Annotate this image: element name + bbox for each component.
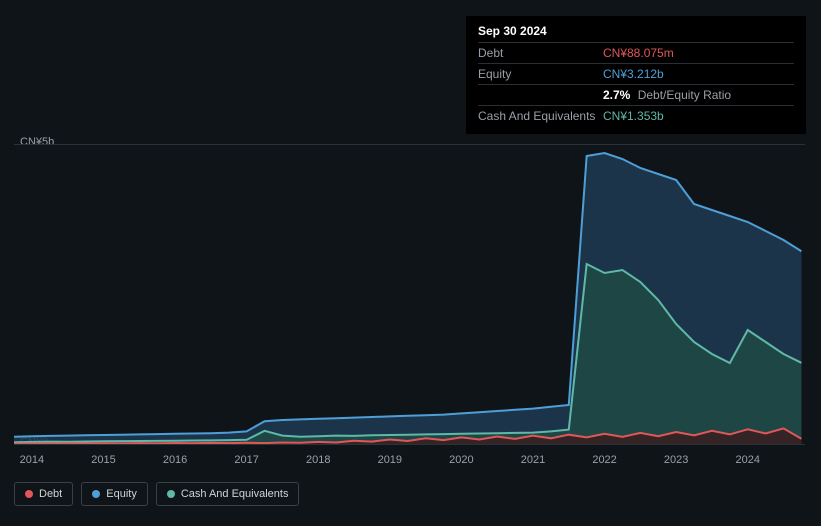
tooltip-row-equity: Equity CN¥3.212b (478, 63, 794, 84)
x-tick-label: 2016 (163, 454, 187, 466)
legend-label: Cash And Equivalents (181, 488, 289, 500)
tooltip-ratio-pct: 2.7% (603, 88, 630, 102)
tooltip-equity-value: CN¥3.212b (603, 67, 664, 81)
legend-label: Equity (106, 488, 137, 500)
legend-dot-icon (92, 490, 100, 498)
tooltip-ratio-spacer (478, 88, 603, 102)
x-tick-label: 2021 (521, 454, 545, 466)
legend-item-equity[interactable]: Equity (81, 482, 148, 506)
tooltip-ratio-label: Debt/Equity Ratio (638, 88, 731, 102)
x-tick-label: 2023 (664, 454, 688, 466)
x-tick-label: 2022 (592, 454, 616, 466)
x-tick-label: 2017 (234, 454, 258, 466)
chart-container: CN¥0CN¥5b 201420152016201720182019202020… (14, 120, 805, 470)
x-tick-label: 2020 (449, 454, 473, 466)
tooltip-ratio-value: 2.7% Debt/Equity Ratio (603, 88, 731, 102)
gridline (14, 444, 805, 445)
legend-dot-icon (167, 490, 175, 498)
gridline (14, 144, 805, 145)
tooltip-date: Sep 30 2024 (478, 24, 794, 38)
legend-dot-icon (25, 490, 33, 498)
tooltip-row-ratio: 2.7% Debt/Equity Ratio (478, 84, 794, 105)
legend-item-debt[interactable]: Debt (14, 482, 73, 506)
chart-legend: Debt Equity Cash And Equivalents (14, 482, 299, 506)
x-tick-label: 2024 (735, 454, 759, 466)
legend-item-cash[interactable]: Cash And Equivalents (156, 482, 300, 506)
chart-plot-area[interactable] (14, 144, 805, 444)
tooltip-equity-label: Equity (478, 67, 603, 81)
chart-tooltip: Sep 30 2024 Debt CN¥88.075m Equity CN¥3.… (466, 16, 806, 134)
legend-label: Debt (39, 488, 62, 500)
tooltip-debt-label: Debt (478, 46, 603, 60)
x-tick-label: 2018 (306, 454, 330, 466)
tooltip-debt-value: CN¥88.075m (603, 46, 674, 60)
x-tick-label: 2015 (91, 454, 115, 466)
chart-svg (14, 144, 805, 444)
tooltip-row-debt: Debt CN¥88.075m (478, 42, 794, 63)
x-tick-label: 2019 (378, 454, 402, 466)
x-axis: 2014 2015 2016 2017 2018 2019 2020 2021 2022 2023… (14, 450, 805, 470)
x-tick-label: 2014 (20, 454, 44, 466)
